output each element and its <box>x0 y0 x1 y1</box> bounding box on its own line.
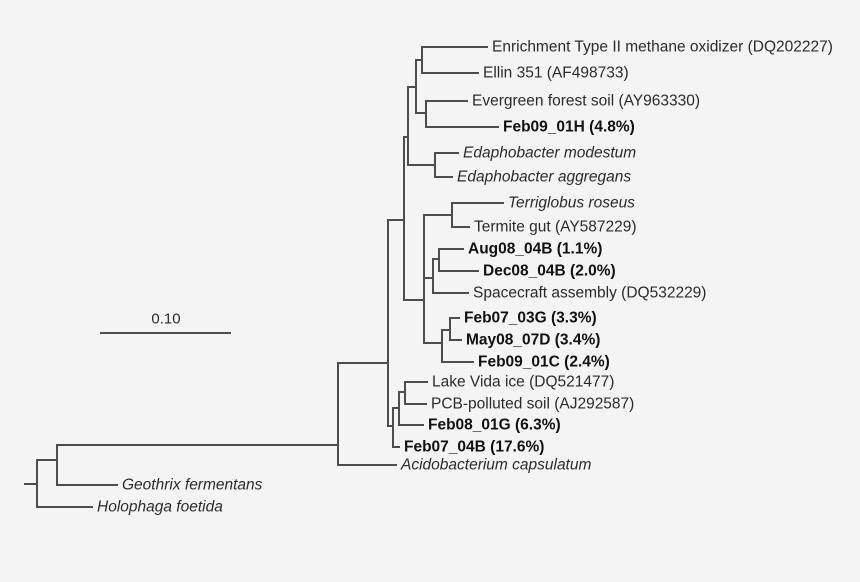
taxon-label: Terriglobus roseus <box>508 195 635 212</box>
taxon-label: Dec08_04B (2.0%) <box>483 263 616 280</box>
taxon-label: Feb09_01C (2.4%) <box>478 354 610 371</box>
taxon-label: Feb07_03G (3.3%) <box>464 310 597 327</box>
taxon-label: Aug08_04B (1.1%) <box>468 241 602 258</box>
taxon-label: Evergreen forest soil (AY963330) <box>472 93 700 110</box>
taxon-label: Feb09_01H (4.8%) <box>503 119 635 136</box>
taxon-label: Termite gut (AY587229) <box>474 219 637 236</box>
taxon-label: May08_07D (3.4%) <box>466 332 600 349</box>
taxon-label: Enrichment Type II methane oxidizer (DQ2… <box>492 39 833 56</box>
taxon-label: Ellin 351 (AF498733) <box>483 65 629 82</box>
taxon-label: PCB-polluted soil (AJ292587) <box>431 396 634 413</box>
scale-bar-label: 0.10 <box>151 311 180 328</box>
taxon-label: Feb07_04B (17.6%) <box>404 439 544 456</box>
taxon-label: Geothrix fermentans <box>122 477 263 494</box>
taxon-label: Edaphobacter modestum <box>463 145 636 162</box>
taxon-label: Feb08_01G (6.3%) <box>428 417 561 434</box>
taxon-label: Holophaga foetida <box>97 499 223 516</box>
taxon-label: Edaphobacter aggregans <box>457 169 631 186</box>
taxon-label: Lake Vida ice (DQ521477) <box>432 374 614 391</box>
taxon-label: Acidobacterium capsulatum <box>400 457 591 474</box>
taxon-label: Spacecraft assembly (DQ532229) <box>473 285 706 302</box>
